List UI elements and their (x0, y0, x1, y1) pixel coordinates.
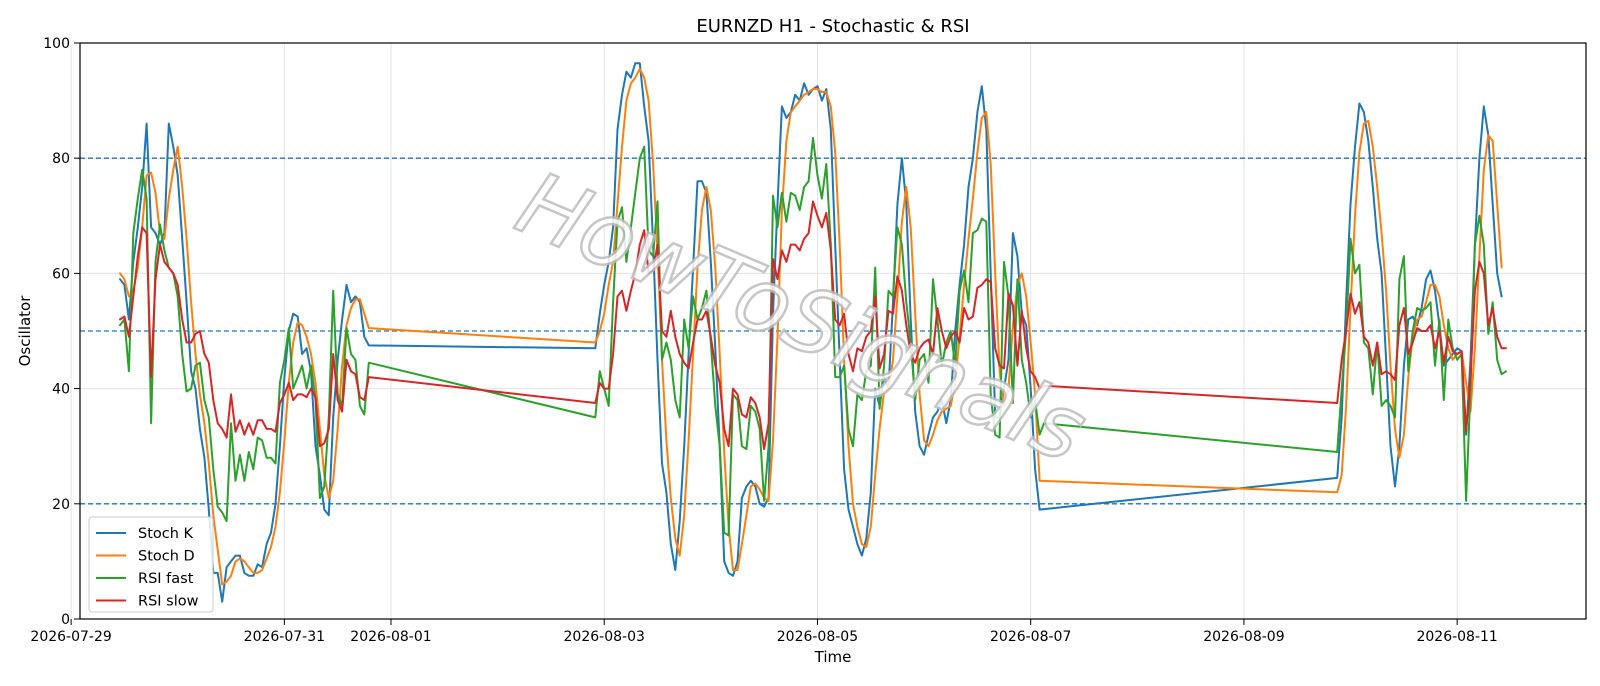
series-line-rsi-slow (119, 200, 1507, 451)
x-tick-label: 2026-07-29 (30, 629, 111, 645)
legend-label-stoch-d: Stoch D (138, 549, 195, 565)
x-tick-label: 2026-07-31 (244, 629, 325, 645)
x-tick-label: 2026-08-05 (777, 629, 858, 645)
legend-box (88, 516, 214, 613)
legend-label-stoch-k: Stoch K (138, 526, 194, 542)
x-axis-ticks: 2026-07-29 2026-07-31 2026-08-01 2026-08-03… (30, 619, 1498, 645)
series-line-stoch-k (119, 62, 1503, 603)
y-tick-label: 80 (52, 151, 70, 167)
x-tick-label: 2026-08-07 (990, 629, 1071, 645)
legend-items: Stoch K Stoch D RSI fast RSI slow (96, 526, 199, 610)
y-tick-label: 40 (52, 382, 70, 398)
y-axis-ticks: 0 20 40 60 80 100 (43, 36, 80, 628)
plot-area-frame (79, 42, 1587, 620)
x-axis-label: Time (814, 648, 852, 666)
chart-title: EURNZD H1 - Stochastic & RSI (696, 16, 969, 37)
legend-label-rsi-fast: RSI fast (138, 571, 194, 587)
legend: Stoch K Stoch D RSI fast RSI slow (88, 516, 214, 613)
legend-label-rsi-slow: RSI slow (138, 594, 199, 610)
y-tick-label: 100 (43, 36, 70, 52)
series-layer (119, 62, 1507, 603)
y-tick-label: 0 (61, 612, 70, 628)
y-tick-label: 20 (52, 497, 70, 513)
y-tick-label: 60 (52, 266, 70, 282)
x-tick-label: 2026-08-03 (564, 629, 645, 645)
x-tick-label: 2026-08-11 (1416, 629, 1497, 645)
x-tick-label: 2026-08-01 (350, 629, 431, 645)
series-line-stoch-d (119, 67, 1503, 586)
series-line-rsi-fast (119, 137, 1507, 537)
x-tick-label: 2026-08-09 (1203, 629, 1284, 645)
y-axis-label: Oscillator (16, 295, 34, 367)
